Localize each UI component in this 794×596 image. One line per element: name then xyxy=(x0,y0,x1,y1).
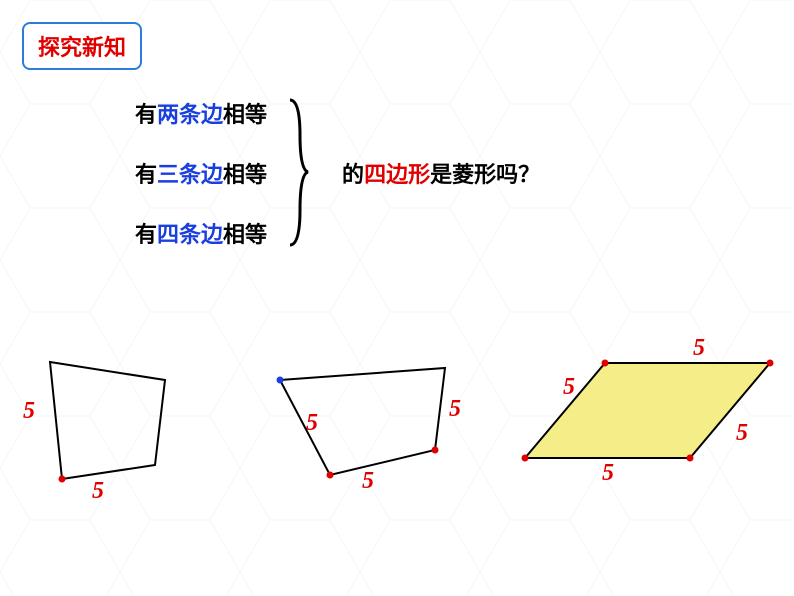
question-tail: 的四边形是菱形吗？ xyxy=(342,157,540,189)
quadrilateral-1 xyxy=(50,362,165,479)
vertex-dot xyxy=(277,377,284,384)
brace-icon xyxy=(282,95,312,250)
section-badge: 探究新知 xyxy=(22,22,142,70)
condition-line-1: 有两条边相等 xyxy=(135,97,267,129)
vertex-dot xyxy=(432,447,439,454)
vertex-dot xyxy=(602,360,609,367)
vertex-dot xyxy=(767,360,774,367)
quadrilateral-2 xyxy=(280,368,445,475)
shapes-svg xyxy=(0,0,794,596)
vertex-dot xyxy=(327,472,334,479)
vertex-dot xyxy=(687,455,694,462)
vertex-dot xyxy=(59,476,66,483)
vertex-dot xyxy=(522,455,529,462)
condition-line-2: 有三条边相等 xyxy=(135,157,267,189)
rhombus xyxy=(525,363,770,458)
badge-text: 探究新知 xyxy=(38,35,126,60)
condition-line-3: 有四条边相等 xyxy=(135,217,267,249)
condition-lines: 有两条边相等 有三条边相等 有四条边相等 xyxy=(135,97,267,249)
question-block: 有两条边相等 有三条边相等 有四条边相等 的四边形是菱形吗？ xyxy=(135,95,540,250)
